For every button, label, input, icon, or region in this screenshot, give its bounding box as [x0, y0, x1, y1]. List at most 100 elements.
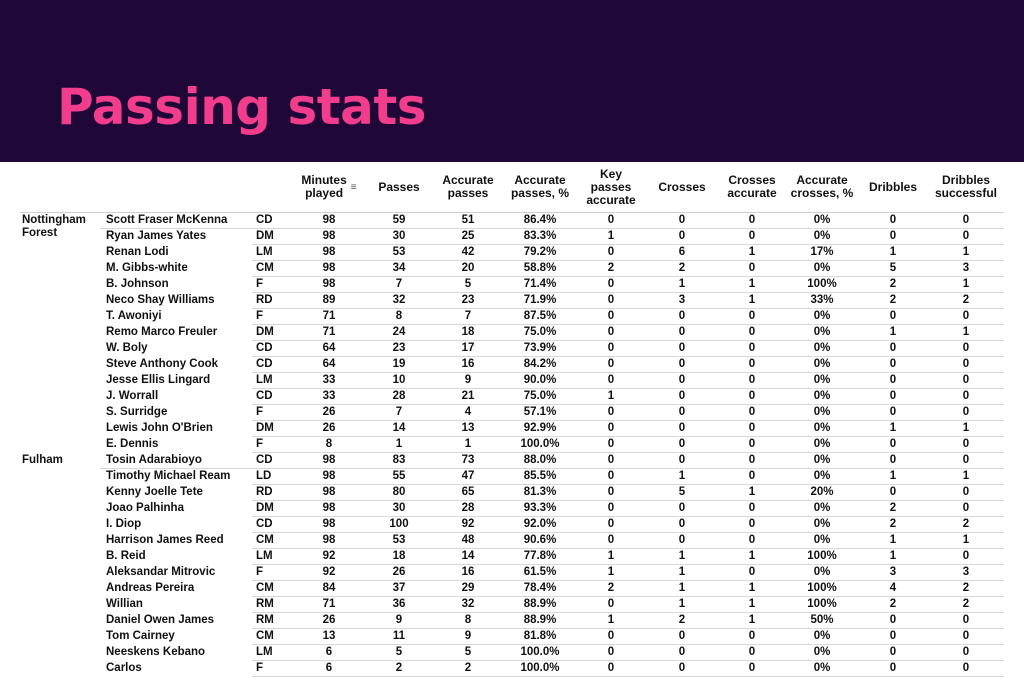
accurate-passes-pct: 61.5% [504, 564, 576, 581]
table-row: I. Diop CD 98 100 92 92.0% 0 0 0 0% 2 2 [20, 516, 1004, 533]
key-passes: 0 [576, 324, 646, 341]
accurate-passes-pct: 58.8% [504, 260, 576, 277]
position: F [252, 564, 292, 581]
key-passes: 0 [576, 292, 646, 309]
crosses-accurate: 0 [718, 340, 786, 357]
player-name: S. Surridge [106, 406, 168, 418]
crosses: 1 [646, 276, 718, 293]
accurate-passes: 23 [432, 292, 504, 309]
dribbles-successful: 0 [928, 356, 1004, 373]
minutes-played: 26 [292, 420, 366, 437]
accurate-passes-pct: 75.0% [504, 324, 576, 341]
position: LM [252, 244, 292, 261]
accurate-passes-pct: 75.0% [504, 388, 576, 405]
accurate-passes: 51 [432, 212, 504, 229]
crosses-column-header: Crosses [658, 179, 706, 194]
crosses-accurate: 0 [718, 372, 786, 389]
player-name: Harrison James Reed [106, 534, 224, 546]
player-column-header [100, 162, 252, 213]
player-name: Aleksandar Mitrovic [106, 566, 216, 578]
crosses: 0 [646, 404, 718, 421]
passes: 10 [366, 372, 432, 389]
player-name: Ryan James Yates [106, 230, 207, 243]
crosses: 6 [646, 244, 718, 261]
minutes-played: 98 [292, 260, 366, 277]
accurate-crosses-pct: 33% [786, 292, 858, 309]
crosses-accurate: 0 [718, 564, 786, 581]
table-row: B. Reid LM 92 18 14 77.8% 1 1 1 100% 1 0 [20, 548, 1004, 565]
dribbles-successful: 1 [928, 244, 1004, 261]
accurate-crosses-pct: 0% [786, 532, 858, 549]
crosses: 0 [646, 356, 718, 373]
dribbles-successful: 0 [928, 484, 1004, 501]
accurate-passes: 21 [432, 388, 504, 405]
player-name: Andreas Pereira [106, 582, 195, 594]
table-row: Kenny Joelle Tete RD 98 80 65 81.3% 0 5 1 20% 0 0 [20, 484, 1004, 501]
position: CD [252, 340, 292, 357]
stats-table-container: Minutes played ≡ Passes Accurate passes A… [20, 162, 1004, 677]
passes: 36 [366, 596, 432, 613]
accurate-passes: 1 [432, 436, 504, 453]
crosses: 0 [646, 500, 718, 517]
accurate-passes-pct: 90.0% [504, 372, 576, 389]
player-name: W. Boly [106, 342, 148, 354]
crosses: 0 [646, 628, 718, 645]
accurate-crosses-pct: 0% [786, 452, 858, 469]
minutes-played: 33 [292, 388, 366, 405]
key-passes: 0 [576, 500, 646, 517]
passes: 7 [366, 276, 432, 293]
accurate-passes-pct: 79.2% [504, 244, 576, 261]
accurate-passes-pct: 85.5% [504, 468, 576, 485]
minutes-played: 92 [292, 564, 366, 581]
dribbles-successful: 0 [928, 388, 1004, 405]
position: F [252, 404, 292, 421]
dribbles-successful: 0 [928, 612, 1004, 629]
crosses: 0 [646, 420, 718, 437]
passes: 2 [366, 660, 432, 677]
dribbles-successful: 1 [928, 420, 1004, 437]
passes: 23 [366, 340, 432, 357]
crosses: 1 [646, 564, 718, 581]
table-row: E. Dennis F 8 1 1 100.0% 0 0 0 0% 0 0 [20, 436, 1004, 453]
dribbles-successful: 0 [928, 436, 1004, 453]
dribbles: 0 [858, 404, 928, 421]
player-name: I. Diop [106, 518, 142, 530]
position: LM [252, 644, 292, 661]
crosses: 1 [646, 548, 718, 565]
crosses-accurate: 0 [718, 388, 786, 405]
minutes-column-header[interactable]: Minutes played ≡ [292, 162, 366, 213]
position: RD [252, 292, 292, 309]
passes: 32 [366, 292, 432, 309]
minutes-played: 13 [292, 628, 366, 645]
minutes-played: 33 [292, 372, 366, 389]
key-passes: 1 [576, 564, 646, 581]
crosses: 3 [646, 292, 718, 309]
dribbles: 0 [858, 644, 928, 661]
crosses-accurate: 0 [718, 420, 786, 437]
table-row: Daniel Owen James RM 26 9 8 88.9% 1 2 1 50% 0 0 [20, 612, 1004, 629]
accurate-passes: 20 [432, 260, 504, 277]
position-column-header [252, 162, 292, 213]
position: F [252, 660, 292, 677]
sort-descending-icon[interactable]: ≡ [350, 181, 357, 193]
accurate-passes: 48 [432, 532, 504, 549]
table-row: Carlos F 6 2 2 100.0% 0 0 0 0% 0 0 [20, 660, 1004, 677]
accurate-passes: 14 [432, 548, 504, 565]
accurate-passes-pct: 88.0% [504, 452, 576, 469]
position: DM [252, 500, 292, 517]
crosses-accurate: 0 [718, 644, 786, 661]
minutes-played: 98 [292, 500, 366, 517]
minutes-played: 8 [292, 436, 366, 453]
accurate-crosses-pct: 0% [786, 420, 858, 437]
position: CM [252, 260, 292, 277]
player-name: Carlos [106, 662, 142, 674]
accurate-crosses-pct: 0% [786, 660, 858, 677]
dribbles-successful: 0 [928, 660, 1004, 677]
table-row: Jesse Ellis Lingard LM 33 10 9 90.0% 0 0 0 0% 0 0 [20, 372, 1004, 389]
accurate-crosses-pct: 0% [786, 372, 858, 389]
accurate-passes-pct: 71.9% [504, 292, 576, 309]
accurate-passes: 47 [432, 468, 504, 485]
table-row: Andreas Pereira CM 84 37 29 78.4% 2 1 1 100% 4 2 [20, 580, 1004, 597]
passes: 5 [366, 644, 432, 661]
accurate-crosses-pct: 100% [786, 596, 858, 613]
